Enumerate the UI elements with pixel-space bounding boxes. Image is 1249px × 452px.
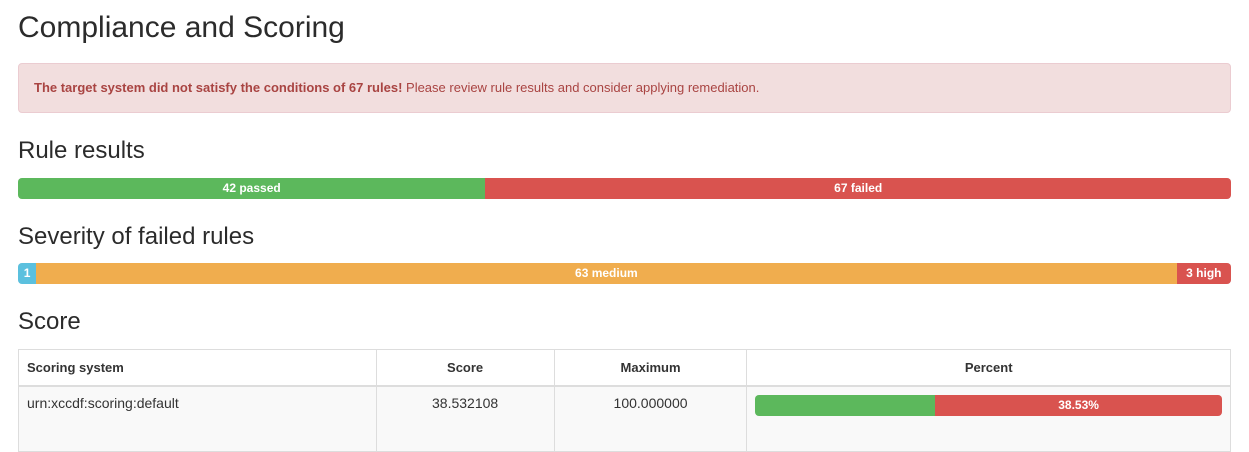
score-cell: 38.532108: [375, 385, 555, 452]
percent-cell: 38.53%: [746, 385, 1231, 452]
bar-segment-percent-filled: [755, 395, 936, 417]
bar-segment-percent-remainder: 38.53%: [935, 395, 1222, 417]
percent-bar: 38.53%: [755, 395, 1222, 417]
rule-results-bar: 42 passed 67 failed: [18, 177, 1231, 199]
failed-rules-alert: The target system did not satisfy the co…: [18, 63, 1231, 114]
column-header: Scoring system: [18, 349, 377, 388]
bar-segment-passed: 42 passed: [18, 177, 486, 199]
score-table: Scoring system Score Maximum Percent urn:xc…: [18, 349, 1231, 452]
rule-results-heading: Rule results: [18, 137, 145, 165]
bar-segment-failed: 67 failed: [485, 177, 1231, 199]
score-table-body: urn:xccdf:scoring:default 38.532108 100.00…: [18, 385, 1231, 452]
page-title: Compliance and Scoring: [18, 11, 345, 44]
score-heading: Score: [18, 307, 81, 335]
table-row: urn:xccdf:scoring:default 38.532108 100.00…: [18, 385, 1231, 452]
alert-normal-text: Please review rule results and consider …: [402, 80, 760, 95]
column-header: Maximum: [553, 349, 748, 388]
score-table-header-row: Scoring system Score Maximum Percent: [18, 349, 1231, 388]
bar-segment-medium: 63 medium: [36, 262, 1177, 284]
bar-segment-low: 1: [18, 262, 37, 284]
compliance-and-scoring-section: Compliance and Scoring The target system…: [0, 11, 1249, 452]
column-header: Score: [375, 349, 555, 388]
severity-bar: 1 63 medium 3 high: [18, 262, 1231, 284]
severity-heading: Severity of failed rules: [18, 222, 255, 250]
maximum-cell: 100.000000: [553, 385, 748, 452]
alert-bold-text: The target system did not satisfy the co…: [34, 80, 403, 95]
scoring-system-cell: urn:xccdf:scoring:default: [18, 385, 377, 452]
bar-segment-high: 3 high: [1176, 262, 1231, 284]
column-header: Percent: [746, 349, 1231, 388]
